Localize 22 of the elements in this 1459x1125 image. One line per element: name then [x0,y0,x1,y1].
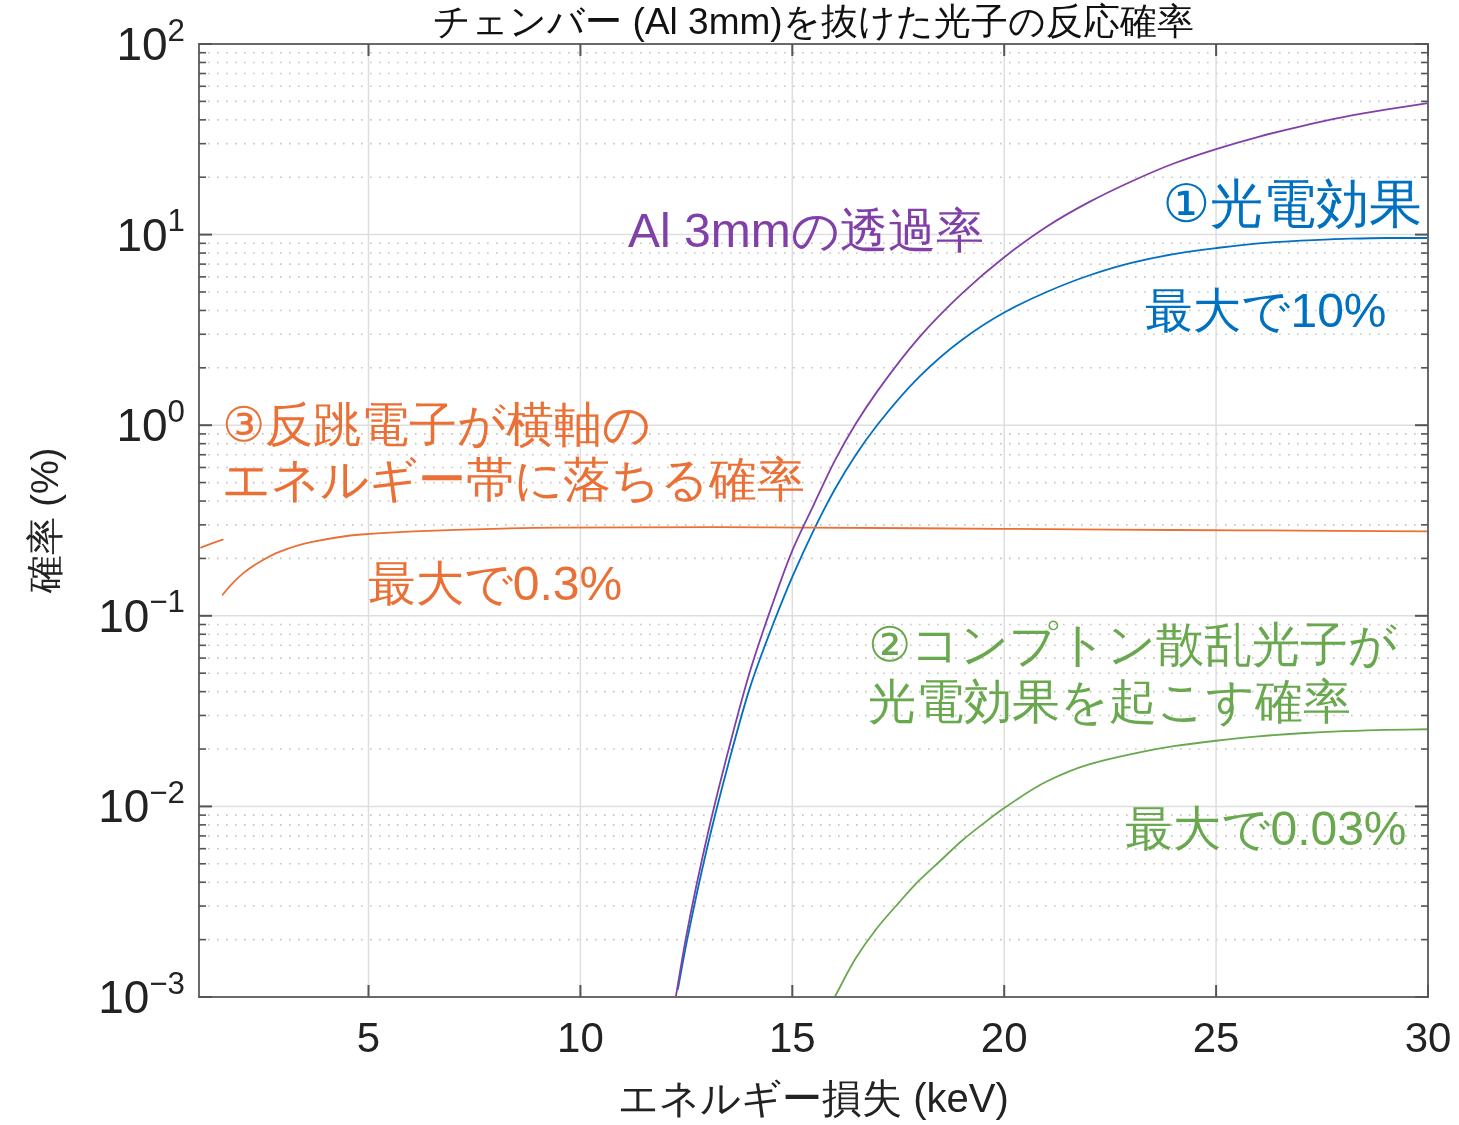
series-label: Al 3mmの透過率 [628,204,984,257]
x-tick-label: 30 [1404,1014,1452,1061]
annotation: 最大で10% [1145,284,1387,337]
annotation: 最大で0.03% [1125,802,1407,855]
chart-title: チェンバー (Al 3mm)を抜けた光子の反応確率 [433,1,1194,42]
y-tick-label: 10$^{−2}$ [98,775,185,833]
y-axis-title: 確率 (%) [24,447,66,595]
series-label: ③反跳電子が横軸のエネルギー帯に落ちる確率 [222,398,805,506]
x-tick-label: 10 [557,1014,604,1061]
y-tick-label: 10$^{0}$ [116,393,185,452]
x-axis-title: エネルギー損失 (keV) [618,1076,1009,1120]
annotation: 最大で0.3% [367,557,623,610]
x-tick-label: 15 [768,1014,816,1061]
y-tick-label: 10$^{−3}$ [98,965,185,1023]
series-label: ①光電効果 [1162,174,1422,233]
x-tick-label: 25 [1192,1014,1240,1061]
series-label: ②コンプトン散乱光子が光電効果を起こす確率 [868,618,1398,728]
y-tick-label: 10$^{−1}$ [98,584,185,642]
y-tick-label: 10$^{2}$ [116,12,185,70]
x-tick-label: 5 [356,1014,381,1061]
y-tick-label: 10$^{1}$ [116,203,185,261]
x-tick-label: 20 [980,1014,1028,1061]
